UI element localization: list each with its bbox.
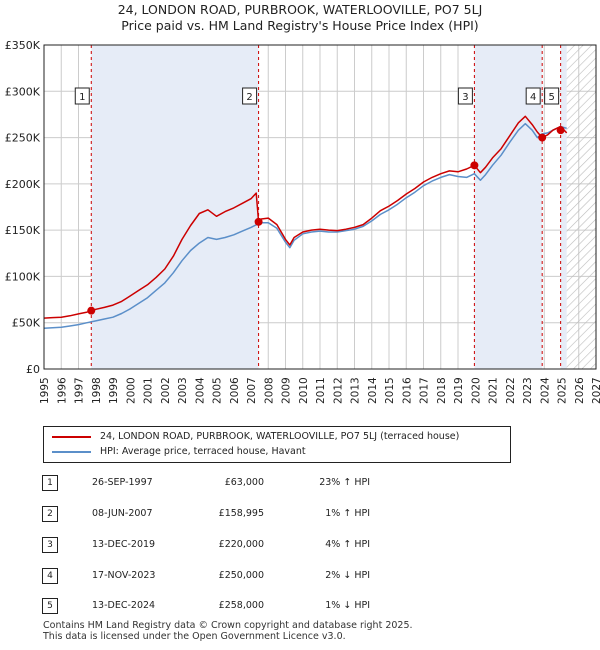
sale-date: 13-DEC-2024 bbox=[92, 600, 156, 611]
hpi-line bbox=[43, 122, 567, 330]
forecast-region bbox=[566, 45, 596, 369]
legend-label-property: 24, LONDON ROAD, PURBROOK, WATERLOOVILLE… bbox=[100, 431, 460, 442]
sale-date: 17-NOV-2023 bbox=[92, 570, 156, 581]
sale-number: 4 bbox=[42, 568, 58, 584]
legend-line-property bbox=[52, 435, 91, 438]
plot-frame bbox=[43, 44, 597, 370]
table-row: 5 13-DEC-2024 £258,000 1% ↓ HPI bbox=[0, 597, 600, 615]
x-tick-label: 2017 bbox=[419, 377, 431, 404]
table-row: 1 26-SEP-1997 £63,000 23% ↑ HPI bbox=[0, 474, 600, 492]
x-tick-label: 1999 bbox=[108, 377, 120, 404]
sale-date: 08-JUN-2007 bbox=[92, 508, 153, 519]
x-tick-label: 2016 bbox=[401, 377, 413, 404]
legend-item-property: 24, LONDON ROAD, PURBROOK, WATERLOOVILLE… bbox=[52, 430, 459, 444]
x-tick-label: 2020 bbox=[470, 377, 482, 404]
y-tick-label: £0 bbox=[26, 363, 40, 376]
sale-point bbox=[556, 126, 565, 135]
chart-title: 24, LONDON ROAD, PURBROOK, WATERLOOVILLE… bbox=[117, 2, 483, 17]
table-row: 4 17-NOV-2023 £250,000 2% ↓ HPI bbox=[0, 567, 600, 585]
x-tick-label: 2001 bbox=[143, 377, 155, 404]
x-tick-label: 2002 bbox=[160, 377, 172, 404]
sale-hpi-delta: 23% ↑ HPI bbox=[319, 477, 370, 488]
sale-number: 1 bbox=[42, 475, 58, 491]
sale-label-box bbox=[544, 87, 560, 105]
sale-point bbox=[87, 306, 96, 315]
x-tick-label: 1998 bbox=[91, 377, 103, 404]
x-tick-label: 2025 bbox=[557, 377, 569, 404]
y-tick-label: £250K bbox=[5, 132, 41, 145]
sale-hpi-delta: 1% ↑ HPI bbox=[325, 508, 370, 519]
sale-price: £220,000 bbox=[218, 539, 264, 550]
x-tick-label: 2026 bbox=[574, 377, 586, 404]
chart-subtitle: Price paid vs. HM Land Registry's House … bbox=[121, 18, 479, 33]
x-tick-label: 2005 bbox=[212, 377, 224, 404]
x-tick-label: 1997 bbox=[74, 377, 86, 404]
x-tick-label: 2013 bbox=[350, 377, 362, 404]
sale-label: 1 bbox=[79, 92, 85, 103]
x-tick-label: 2003 bbox=[177, 377, 189, 404]
x-tick-label: 2018 bbox=[436, 377, 448, 404]
x-tick-label: 2015 bbox=[384, 377, 396, 404]
x-tick-label: 2006 bbox=[229, 377, 241, 404]
x-tick-label: 2000 bbox=[125, 377, 137, 404]
x-tick-label: 2023 bbox=[522, 377, 534, 404]
x-tick-label: 2027 bbox=[591, 377, 600, 404]
sale-number: 3 bbox=[42, 537, 58, 553]
x-tick-label: 2012 bbox=[332, 377, 344, 404]
property-line bbox=[43, 115, 568, 319]
x-tick-label: 1996 bbox=[56, 377, 68, 404]
sale-label-box bbox=[525, 87, 541, 105]
y-tick-label: £350K bbox=[5, 39, 41, 52]
x-tick-label: 2004 bbox=[194, 377, 206, 404]
x-tick-label: 2008 bbox=[263, 377, 275, 404]
legend: 24, LONDON ROAD, PURBROOK, WATERLOOVILLE… bbox=[43, 426, 511, 463]
sale-hpi-delta: 4% ↑ HPI bbox=[325, 539, 370, 550]
sale-price: £258,000 bbox=[218, 600, 264, 611]
sale-date: 13-DEC-2019 bbox=[92, 539, 156, 550]
sale-label: 5 bbox=[548, 92, 554, 103]
legend-item-hpi: HPI: Average price, terraced house, Hava… bbox=[52, 445, 306, 459]
x-tick-label: 2010 bbox=[298, 377, 310, 404]
y-tick-label: £50K bbox=[12, 317, 41, 330]
sale-number: 2 bbox=[42, 506, 58, 522]
period-band bbox=[91, 45, 259, 369]
footer-copyright: Contains HM Land Registry data © Crown c… bbox=[43, 620, 413, 631]
x-tick-label: 1995 bbox=[39, 377, 51, 404]
x-tick-label: 2009 bbox=[281, 377, 293, 404]
y-tick-label: £200K bbox=[5, 178, 41, 191]
x-tick-label: 2014 bbox=[367, 377, 379, 404]
sale-price: £63,000 bbox=[224, 477, 264, 488]
legend-label-hpi: HPI: Average price, terraced house, Hava… bbox=[100, 446, 306, 457]
footer-licence: This data is licensed under the Open Gov… bbox=[43, 631, 346, 642]
x-tick-label: 2011 bbox=[315, 377, 327, 404]
y-tick-label: £150K bbox=[5, 224, 41, 237]
y-tick-label: £300K bbox=[5, 85, 41, 98]
sale-label: 3 bbox=[462, 92, 468, 103]
sale-label: 4 bbox=[530, 92, 536, 103]
x-tick-label: 2021 bbox=[488, 377, 500, 404]
x-tick-label: 2024 bbox=[539, 377, 551, 404]
price-chart: 1 2 3 4 5 £0 £50K £100K £150K £200K £250K £300K £35… bbox=[5, 39, 600, 404]
sale-label-box bbox=[242, 87, 258, 105]
sale-label-box bbox=[74, 87, 90, 105]
y-tick-label: £100K bbox=[5, 270, 41, 283]
sale-label: 2 bbox=[246, 92, 252, 103]
sale-price: £250,000 bbox=[218, 570, 264, 581]
sale-number: 5 bbox=[42, 598, 58, 614]
sale-point bbox=[254, 217, 263, 226]
x-tick-label: 2007 bbox=[246, 377, 258, 404]
sale-point bbox=[538, 133, 547, 142]
table-row: 3 13-DEC-2019 £220,000 4% ↑ HPI bbox=[0, 536, 600, 554]
sale-hpi-delta: 2% ↓ HPI bbox=[325, 570, 370, 581]
x-tick-label: 2019 bbox=[453, 377, 465, 404]
legend-line-hpi bbox=[52, 450, 91, 453]
sale-hpi-delta: 1% ↓ HPI bbox=[325, 600, 370, 611]
table-row: 2 08-JUN-2007 £158,995 1% ↑ HPI bbox=[0, 505, 600, 523]
sale-price: £158,995 bbox=[218, 508, 264, 519]
sale-point bbox=[470, 161, 479, 170]
sale-label-box bbox=[457, 87, 473, 105]
sale-date: 26-SEP-1997 bbox=[92, 477, 153, 488]
period-band bbox=[560, 45, 567, 369]
x-tick-label: 2022 bbox=[505, 377, 517, 404]
